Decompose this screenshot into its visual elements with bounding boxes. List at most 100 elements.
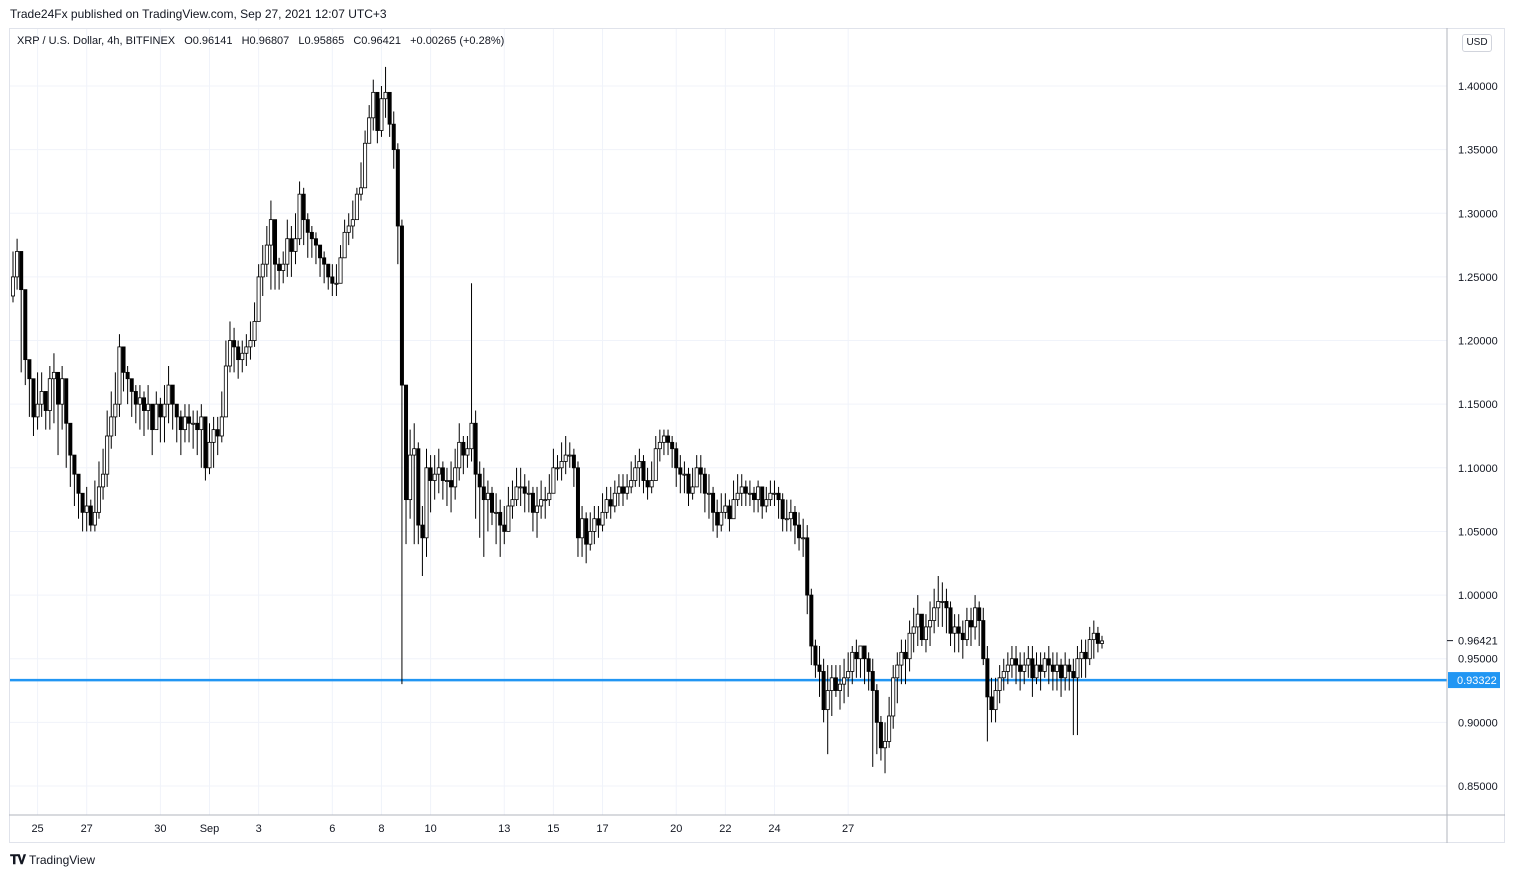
candle — [76, 473, 81, 519]
candle — [1071, 658, 1076, 736]
candle-body — [1005, 664, 1010, 672]
candle-body — [551, 467, 556, 494]
candle-body — [277, 263, 282, 271]
candle — [968, 607, 973, 646]
time-tick-label: 17 — [596, 823, 608, 835]
candle-body — [43, 391, 48, 411]
candle — [764, 486, 769, 513]
candle — [457, 423, 462, 481]
candle — [252, 302, 257, 347]
candle — [494, 493, 499, 545]
candle-body — [801, 537, 806, 540]
candle — [887, 696, 892, 748]
candle — [1038, 652, 1043, 691]
candle — [535, 486, 540, 538]
candle — [84, 486, 89, 532]
currency-button[interactable]: USD — [1462, 34, 1492, 52]
candle — [227, 321, 232, 373]
candle-body — [559, 461, 564, 469]
candle — [842, 658, 847, 704]
candle-body — [440, 467, 445, 481]
candle-body — [1022, 664, 1027, 672]
candle — [1009, 645, 1014, 678]
candle-body — [792, 511, 797, 526]
candle — [539, 480, 544, 519]
candle — [915, 595, 920, 646]
candle — [1059, 658, 1064, 697]
candle-body — [907, 632, 912, 660]
candle — [142, 391, 147, 436]
candle-body — [174, 403, 179, 418]
candle — [608, 486, 613, 519]
candle — [477, 461, 482, 538]
candle-body — [1079, 651, 1084, 660]
candle — [555, 455, 560, 481]
candle — [88, 499, 93, 532]
candle-body — [285, 238, 290, 265]
candle-body — [420, 524, 425, 539]
candle-body — [682, 473, 687, 476]
candle-body — [575, 467, 580, 539]
price-axis[interactable]: 1.40000 1.35000 1.30000 1.25000 1.20000 1.150… — [1446, 28, 1500, 843]
candle — [23, 289, 28, 386]
candle — [170, 384, 175, 430]
candle — [559, 442, 564, 481]
candle-body — [199, 416, 204, 431]
candle-body — [154, 403, 159, 431]
candle — [473, 410, 478, 519]
time-axis[interactable]: 25 27 30 Sep 3 6 8 10 13 15 17 20 22 24 27 — [9, 814, 1505, 835]
candle — [1050, 652, 1055, 691]
candle-body — [1009, 658, 1014, 666]
candle-body — [375, 91, 380, 131]
candle-body — [260, 263, 265, 278]
candle — [944, 588, 949, 634]
candle-body — [436, 467, 441, 475]
candle-body — [318, 244, 323, 259]
candle-body — [686, 473, 691, 494]
candle-body — [461, 441, 466, 456]
candle-body — [1095, 632, 1100, 644]
candle-body — [764, 499, 769, 507]
candle-body — [113, 403, 118, 418]
candle — [1030, 645, 1035, 697]
candle-body — [625, 486, 630, 494]
candle-body — [891, 677, 896, 717]
candle — [821, 658, 826, 723]
candle-body — [354, 193, 359, 221]
candle — [330, 264, 335, 296]
candle-body — [268, 219, 273, 246]
candle — [203, 416, 208, 481]
footer-brand[interactable]: 𝐓𝐕 TradingView — [10, 852, 95, 868]
candle-body — [449, 480, 454, 488]
candle — [289, 225, 294, 277]
candle — [178, 410, 183, 456]
candle — [510, 480, 515, 519]
candle-body — [567, 454, 572, 457]
candle-body — [133, 391, 138, 405]
candle — [977, 601, 982, 646]
candle — [387, 91, 392, 137]
candle-body — [166, 384, 171, 405]
candle — [604, 486, 609, 519]
candle — [416, 442, 421, 545]
candle — [1022, 652, 1027, 685]
candle — [526, 480, 531, 513]
candle — [420, 505, 425, 576]
candle-body — [878, 721, 883, 749]
legend-low-value: 0.95865 — [304, 35, 345, 47]
candle-body — [719, 511, 724, 526]
candle-body — [273, 219, 278, 265]
candle-body — [47, 378, 52, 411]
candle-body — [621, 486, 626, 494]
candle — [43, 391, 48, 430]
candle — [256, 264, 261, 322]
candle-body — [264, 244, 269, 265]
candle-body — [51, 371, 56, 380]
candle-body — [203, 416, 208, 469]
candle-body — [457, 441, 462, 469]
candle — [129, 378, 134, 417]
candle-body — [723, 505, 728, 513]
candle — [502, 505, 507, 545]
candle-body — [305, 219, 310, 233]
